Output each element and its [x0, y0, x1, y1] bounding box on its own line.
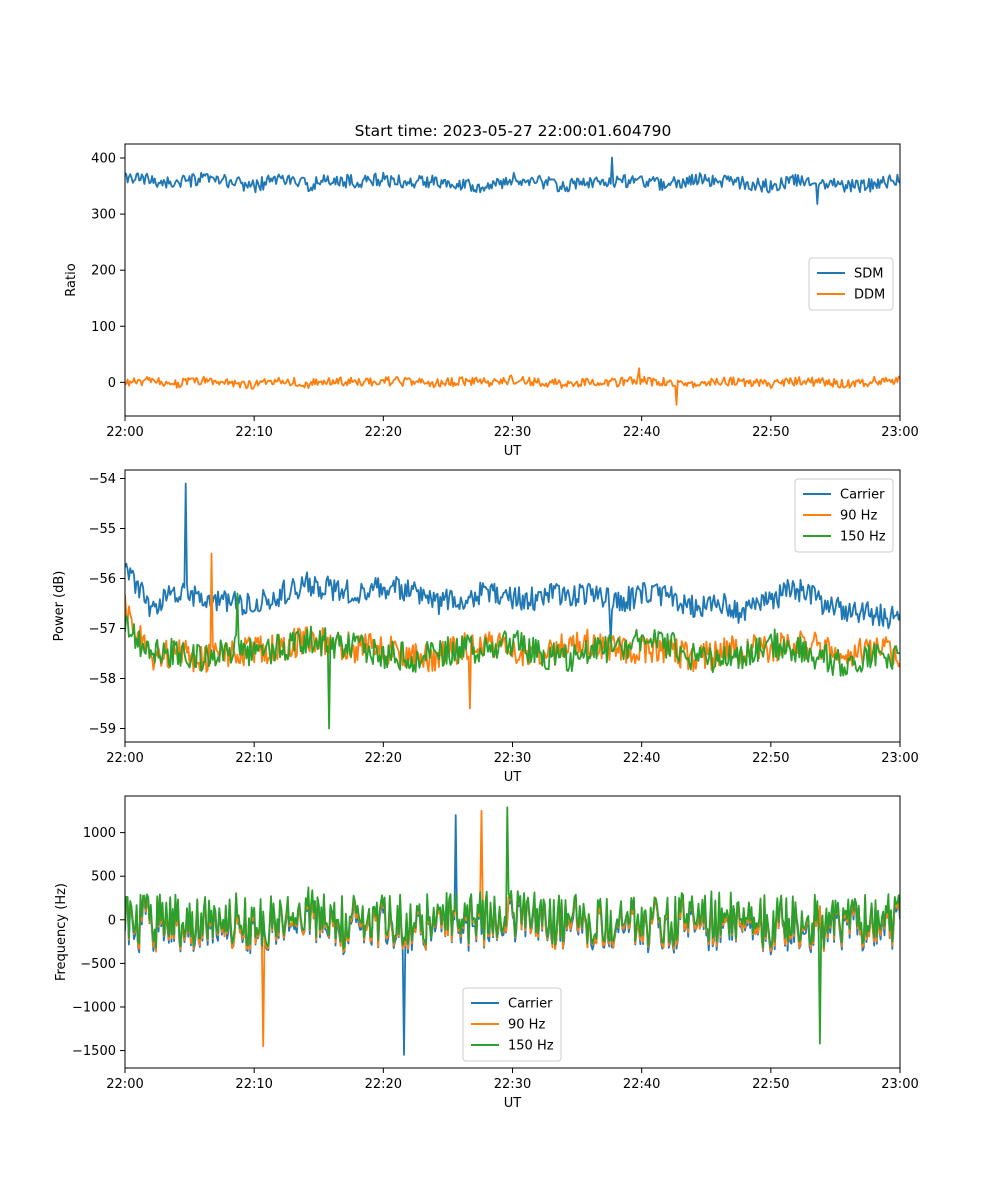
- y-axis-label: Ratio: [64, 263, 79, 296]
- x-tick-label: 22:50: [752, 751, 789, 766]
- x-tick-label: 23:00: [881, 751, 918, 766]
- x-tick-label: 22:20: [365, 425, 402, 440]
- legend-label: 90 Hz: [840, 509, 877, 524]
- x-tick-label: 22:50: [752, 1077, 789, 1092]
- subplot-1: 22:00 22:10 22:20 22:30 22:40 22:50 23:00 0 100 2…: [64, 143, 919, 459]
- series-line-ddm: [125, 367, 900, 406]
- series-line-90-hz: [125, 552, 900, 710]
- legend-box: [808, 257, 894, 311]
- x-tick-label: 22:30: [494, 425, 531, 440]
- x-tick-label: 23:00: [881, 425, 918, 440]
- legend-label: SDM: [854, 267, 883, 282]
- x-axis-label: UT: [504, 770, 522, 785]
- x-axis-label: UT: [504, 1096, 522, 1111]
- y-axis-label: Frequency (Hz): [54, 883, 69, 981]
- series-line-carrier: [125, 482, 900, 645]
- legend-box: [794, 478, 894, 553]
- subplot-2: 22:00 22:10 22:20 22:30 22:40 22:50 23:00 −59 −5…: [52, 469, 919, 785]
- legend-label: 150 Hz: [508, 1039, 554, 1054]
- y-tick-label: −55: [89, 522, 116, 537]
- y-tick-label: 300: [91, 208, 116, 223]
- y-tick-label: −1000: [72, 1000, 116, 1015]
- y-tick-label: 400: [91, 152, 116, 167]
- figure-title: Start time: 2023-05-27 22:00:01.604790: [355, 122, 672, 140]
- x-tick-label: 22:00: [106, 425, 143, 440]
- legend-label: 90 Hz: [508, 1018, 545, 1033]
- legend: Carrier 90 Hz 150 Hz: [462, 987, 562, 1062]
- legend-label: DDM: [854, 288, 885, 303]
- y-tick-label: −56: [89, 572, 116, 587]
- x-tick-label: 22:10: [235, 751, 272, 766]
- x-tick-label: 22:00: [106, 1077, 143, 1092]
- legend-label: 150 Hz: [840, 530, 886, 545]
- series-line-150-hz: [125, 806, 900, 1045]
- y-tick-label: −500: [80, 957, 116, 972]
- x-tick-label: 22:40: [623, 1077, 660, 1092]
- legend-label: Carrier: [508, 997, 553, 1012]
- y-tick-label: 0: [108, 913, 116, 928]
- y-axis-label: Power (dB): [52, 571, 67, 642]
- x-tick-label: 22:30: [494, 1077, 531, 1092]
- series-group: [125, 156, 900, 406]
- x-tick-label: 22:00: [106, 751, 143, 766]
- y-tick-label: 100: [91, 320, 116, 335]
- y-tick-label: −54: [89, 472, 116, 487]
- x-tick-label: 23:00: [881, 1077, 918, 1092]
- x-tick-label: 22:40: [623, 425, 660, 440]
- legend-label: Carrier: [840, 488, 885, 503]
- x-tick-label: 22:20: [365, 751, 402, 766]
- x-tick-label: 22:10: [235, 1077, 272, 1092]
- y-tick-label: −1500: [72, 1044, 116, 1059]
- x-axis-label: UT: [504, 444, 522, 459]
- y-tick-label: 200: [91, 264, 116, 279]
- series-group: [125, 482, 900, 730]
- series-line-sdm: [125, 156, 900, 205]
- y-tick-label: −59: [89, 722, 116, 737]
- y-tick-label: −57: [89, 622, 116, 637]
- legend-box: [462, 987, 562, 1062]
- y-tick-label: −58: [89, 672, 116, 687]
- subplot-3: 22:00 22:10 22:20 22:30 22:40 22:50 23:00 −1500…: [54, 795, 919, 1111]
- x-tick-label: 22:20: [365, 1077, 402, 1092]
- y-tick-label: 500: [91, 870, 116, 885]
- legend: Carrier 90 Hz 150 Hz: [794, 478, 894, 553]
- y-tick-label: 1000: [83, 826, 116, 841]
- series-group: [125, 806, 900, 1056]
- x-tick-label: 22:10: [235, 425, 272, 440]
- series-line-150-hz: [125, 592, 900, 730]
- x-tick-label: 22:50: [752, 425, 789, 440]
- y-tick-label: 0: [108, 376, 116, 391]
- x-tick-label: 22:30: [494, 751, 531, 766]
- legend: SDM DDM: [808, 257, 894, 311]
- x-tick-label: 22:40: [623, 751, 660, 766]
